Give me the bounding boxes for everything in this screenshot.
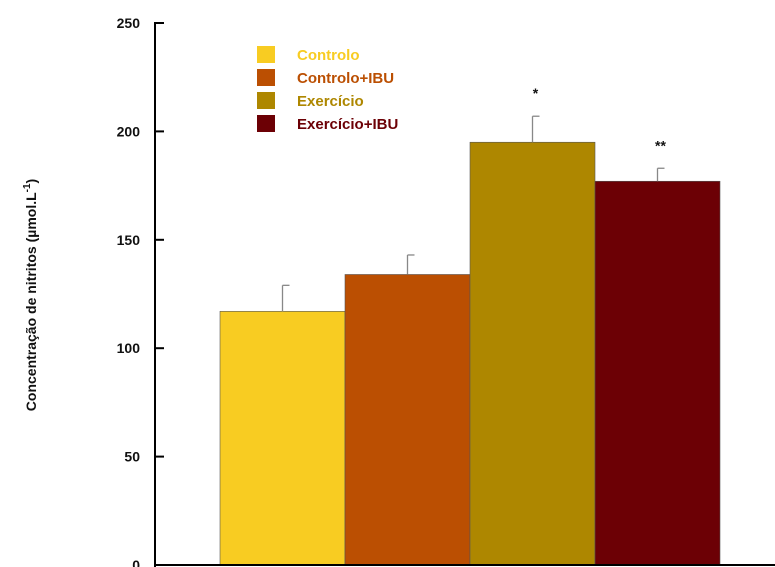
legend-label: Controlo: [297, 47, 359, 64]
legend-label: Exercício+IBU: [297, 116, 398, 133]
bar: [469, 141, 596, 566]
legend-swatch: [257, 92, 275, 109]
bar: [344, 274, 471, 566]
bar: [594, 180, 721, 566]
legend-swatch: [257, 46, 275, 63]
y-axis-label-superscript: -1: [22, 183, 33, 192]
y-tick-label: 0: [132, 557, 140, 567]
y-tick-label: 250: [117, 15, 141, 31]
legend-swatch: [257, 115, 275, 132]
bars: ***: [219, 85, 721, 566]
legend-label: Controlo+IBU: [297, 70, 394, 87]
y-axis-ticks: 0 50 100 150 200 250: [117, 15, 164, 567]
y-tick-label: 200: [117, 123, 141, 139]
legend-label: Exercício: [297, 93, 364, 110]
legend-swatch: [257, 69, 275, 86]
y-axis-label-end: ): [23, 179, 39, 184]
legend: Controlo Controlo+IBU Exercício Exercício+I…: [257, 46, 398, 133]
significance-marker: **: [655, 137, 666, 153]
significance-marker: *: [533, 85, 539, 101]
y-tick-label: 50: [124, 449, 140, 465]
y-axis-label: Concentração de nitritos (µmol.L-1): [22, 179, 39, 411]
y-axis-label-text: Concentração de nitritos (µmol.L: [23, 192, 39, 411]
bar: [219, 311, 346, 566]
y-tick-label: 150: [117, 232, 141, 248]
y-tick-label: 100: [117, 340, 141, 356]
